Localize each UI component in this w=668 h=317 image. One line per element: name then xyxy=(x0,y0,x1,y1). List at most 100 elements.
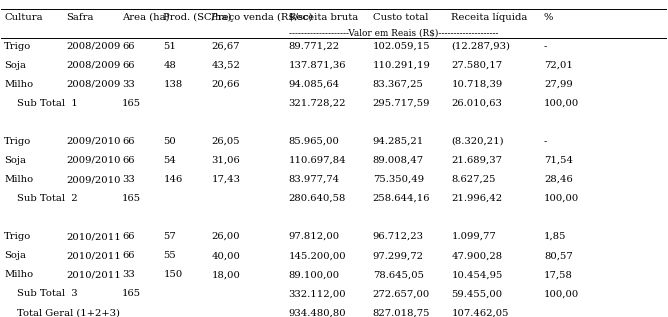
Text: 75.350,49: 75.350,49 xyxy=(373,175,424,184)
Text: 26,67: 26,67 xyxy=(211,42,240,51)
Text: 1,85: 1,85 xyxy=(544,232,566,241)
Text: 137.871,36: 137.871,36 xyxy=(289,61,346,70)
Text: 17,58: 17,58 xyxy=(544,270,573,279)
Text: Safra: Safra xyxy=(66,13,94,22)
Text: --------------------Valor em Reais (R$)--------------------: --------------------Valor em Reais (R$)-… xyxy=(289,28,498,37)
Text: Milho: Milho xyxy=(4,270,33,279)
Text: 33: 33 xyxy=(122,270,135,279)
Text: (8.320,21): (8.320,21) xyxy=(452,137,504,146)
Text: 71,54: 71,54 xyxy=(544,156,573,165)
Text: 10.454,95: 10.454,95 xyxy=(452,270,503,279)
Text: 145.200,00: 145.200,00 xyxy=(289,251,346,260)
Text: 2009/2010: 2009/2010 xyxy=(66,137,120,146)
Text: 26,05: 26,05 xyxy=(211,137,240,146)
Text: Sub Total  2: Sub Total 2 xyxy=(17,194,78,203)
Text: 110.291,19: 110.291,19 xyxy=(373,61,431,70)
Text: 2010/2011: 2010/2011 xyxy=(66,232,121,241)
Text: 85.965,00: 85.965,00 xyxy=(289,137,339,146)
Text: 27,99: 27,99 xyxy=(544,80,572,89)
Text: -: - xyxy=(544,137,547,146)
Text: 80,57: 80,57 xyxy=(544,251,572,260)
Text: 10.718,39: 10.718,39 xyxy=(452,80,502,89)
Text: 138: 138 xyxy=(164,80,182,89)
Text: 21.689,37: 21.689,37 xyxy=(452,156,502,165)
Text: 1.099,77: 1.099,77 xyxy=(452,232,496,241)
Text: 146: 146 xyxy=(164,175,182,184)
Text: 165: 165 xyxy=(122,99,141,108)
Text: 83.367,25: 83.367,25 xyxy=(373,80,424,89)
Text: 43,52: 43,52 xyxy=(211,61,240,70)
Text: Custo total: Custo total xyxy=(373,13,428,22)
Text: 27.580,17: 27.580,17 xyxy=(452,61,502,70)
Text: 66: 66 xyxy=(122,232,134,241)
Text: 2008/2009: 2008/2009 xyxy=(66,61,120,70)
Text: 57: 57 xyxy=(164,232,176,241)
Text: 272.657,00: 272.657,00 xyxy=(373,289,430,298)
Text: 66: 66 xyxy=(122,156,134,165)
Text: Milho: Milho xyxy=(4,80,33,89)
Text: Prod. (SC/ha): Prod. (SC/ha) xyxy=(164,13,232,22)
Text: 66: 66 xyxy=(122,61,134,70)
Text: 100,00: 100,00 xyxy=(544,289,579,298)
Text: 2008/2009: 2008/2009 xyxy=(66,80,120,89)
Text: 107.462,05: 107.462,05 xyxy=(452,308,509,317)
Text: -: - xyxy=(544,42,547,51)
Text: 48: 48 xyxy=(164,61,176,70)
Text: 332.112,00: 332.112,00 xyxy=(289,289,346,298)
Text: 2009/2010: 2009/2010 xyxy=(66,175,120,184)
Text: Soja: Soja xyxy=(4,156,26,165)
Text: 89.771,22: 89.771,22 xyxy=(289,42,340,51)
Text: Soja: Soja xyxy=(4,61,26,70)
Text: 40,00: 40,00 xyxy=(211,251,240,260)
Text: 59.455,00: 59.455,00 xyxy=(452,289,502,298)
Text: 89.008,47: 89.008,47 xyxy=(373,156,424,165)
Text: 51: 51 xyxy=(164,42,176,51)
Text: Area (ha): Area (ha) xyxy=(122,13,170,22)
Text: Trigo: Trigo xyxy=(4,232,31,241)
Text: Sub Total  1: Sub Total 1 xyxy=(17,99,78,108)
Text: 72,01: 72,01 xyxy=(544,61,573,70)
Text: 100,00: 100,00 xyxy=(544,194,579,203)
Text: Receita líquida: Receita líquida xyxy=(452,13,528,22)
Text: 280.640,58: 280.640,58 xyxy=(289,194,346,203)
Text: 33: 33 xyxy=(122,175,135,184)
Text: 827.018,75: 827.018,75 xyxy=(373,308,430,317)
Text: 33: 33 xyxy=(122,80,135,89)
Text: 78.645,05: 78.645,05 xyxy=(373,270,424,279)
Text: 55: 55 xyxy=(164,251,176,260)
Text: 94.285,21: 94.285,21 xyxy=(373,137,424,146)
Text: 165: 165 xyxy=(122,289,141,298)
Text: 2008/2009: 2008/2009 xyxy=(66,42,120,51)
Text: 54: 54 xyxy=(164,156,176,165)
Text: 2009/2010: 2009/2010 xyxy=(66,156,120,165)
Text: 47.900,28: 47.900,28 xyxy=(452,251,502,260)
Text: 97.812,00: 97.812,00 xyxy=(289,232,340,241)
Text: 258.644,16: 258.644,16 xyxy=(373,194,430,203)
Text: 31,06: 31,06 xyxy=(211,156,240,165)
Text: 66: 66 xyxy=(122,251,134,260)
Text: 18,00: 18,00 xyxy=(211,270,240,279)
Text: 321.728,22: 321.728,22 xyxy=(289,99,346,108)
Text: 2010/2011: 2010/2011 xyxy=(66,251,121,260)
Text: 295.717,59: 295.717,59 xyxy=(373,99,430,108)
Text: 26.010,63: 26.010,63 xyxy=(452,99,502,108)
Text: 50: 50 xyxy=(164,137,176,146)
Text: 94.085,64: 94.085,64 xyxy=(289,80,340,89)
Text: 66: 66 xyxy=(122,42,134,51)
Text: 28,46: 28,46 xyxy=(544,175,572,184)
Text: 21.996,42: 21.996,42 xyxy=(452,194,502,203)
Text: Cultura: Cultura xyxy=(4,13,43,22)
Text: 102.059,15: 102.059,15 xyxy=(373,42,430,51)
Text: 150: 150 xyxy=(164,270,182,279)
Text: Sub Total  3: Sub Total 3 xyxy=(17,289,78,298)
Text: 2010/2011: 2010/2011 xyxy=(66,270,121,279)
Text: Receita bruta: Receita bruta xyxy=(289,13,358,22)
Text: 20,66: 20,66 xyxy=(211,80,240,89)
Text: 165: 165 xyxy=(122,194,141,203)
Text: Preço venda (R$/sc): Preço venda (R$/sc) xyxy=(211,13,313,22)
Text: Total Geral (1+2+3): Total Geral (1+2+3) xyxy=(17,308,120,317)
Text: 8.627,25: 8.627,25 xyxy=(452,175,496,184)
Text: 97.299,72: 97.299,72 xyxy=(373,251,424,260)
Text: Trigo: Trigo xyxy=(4,42,31,51)
Text: 17,43: 17,43 xyxy=(211,175,240,184)
